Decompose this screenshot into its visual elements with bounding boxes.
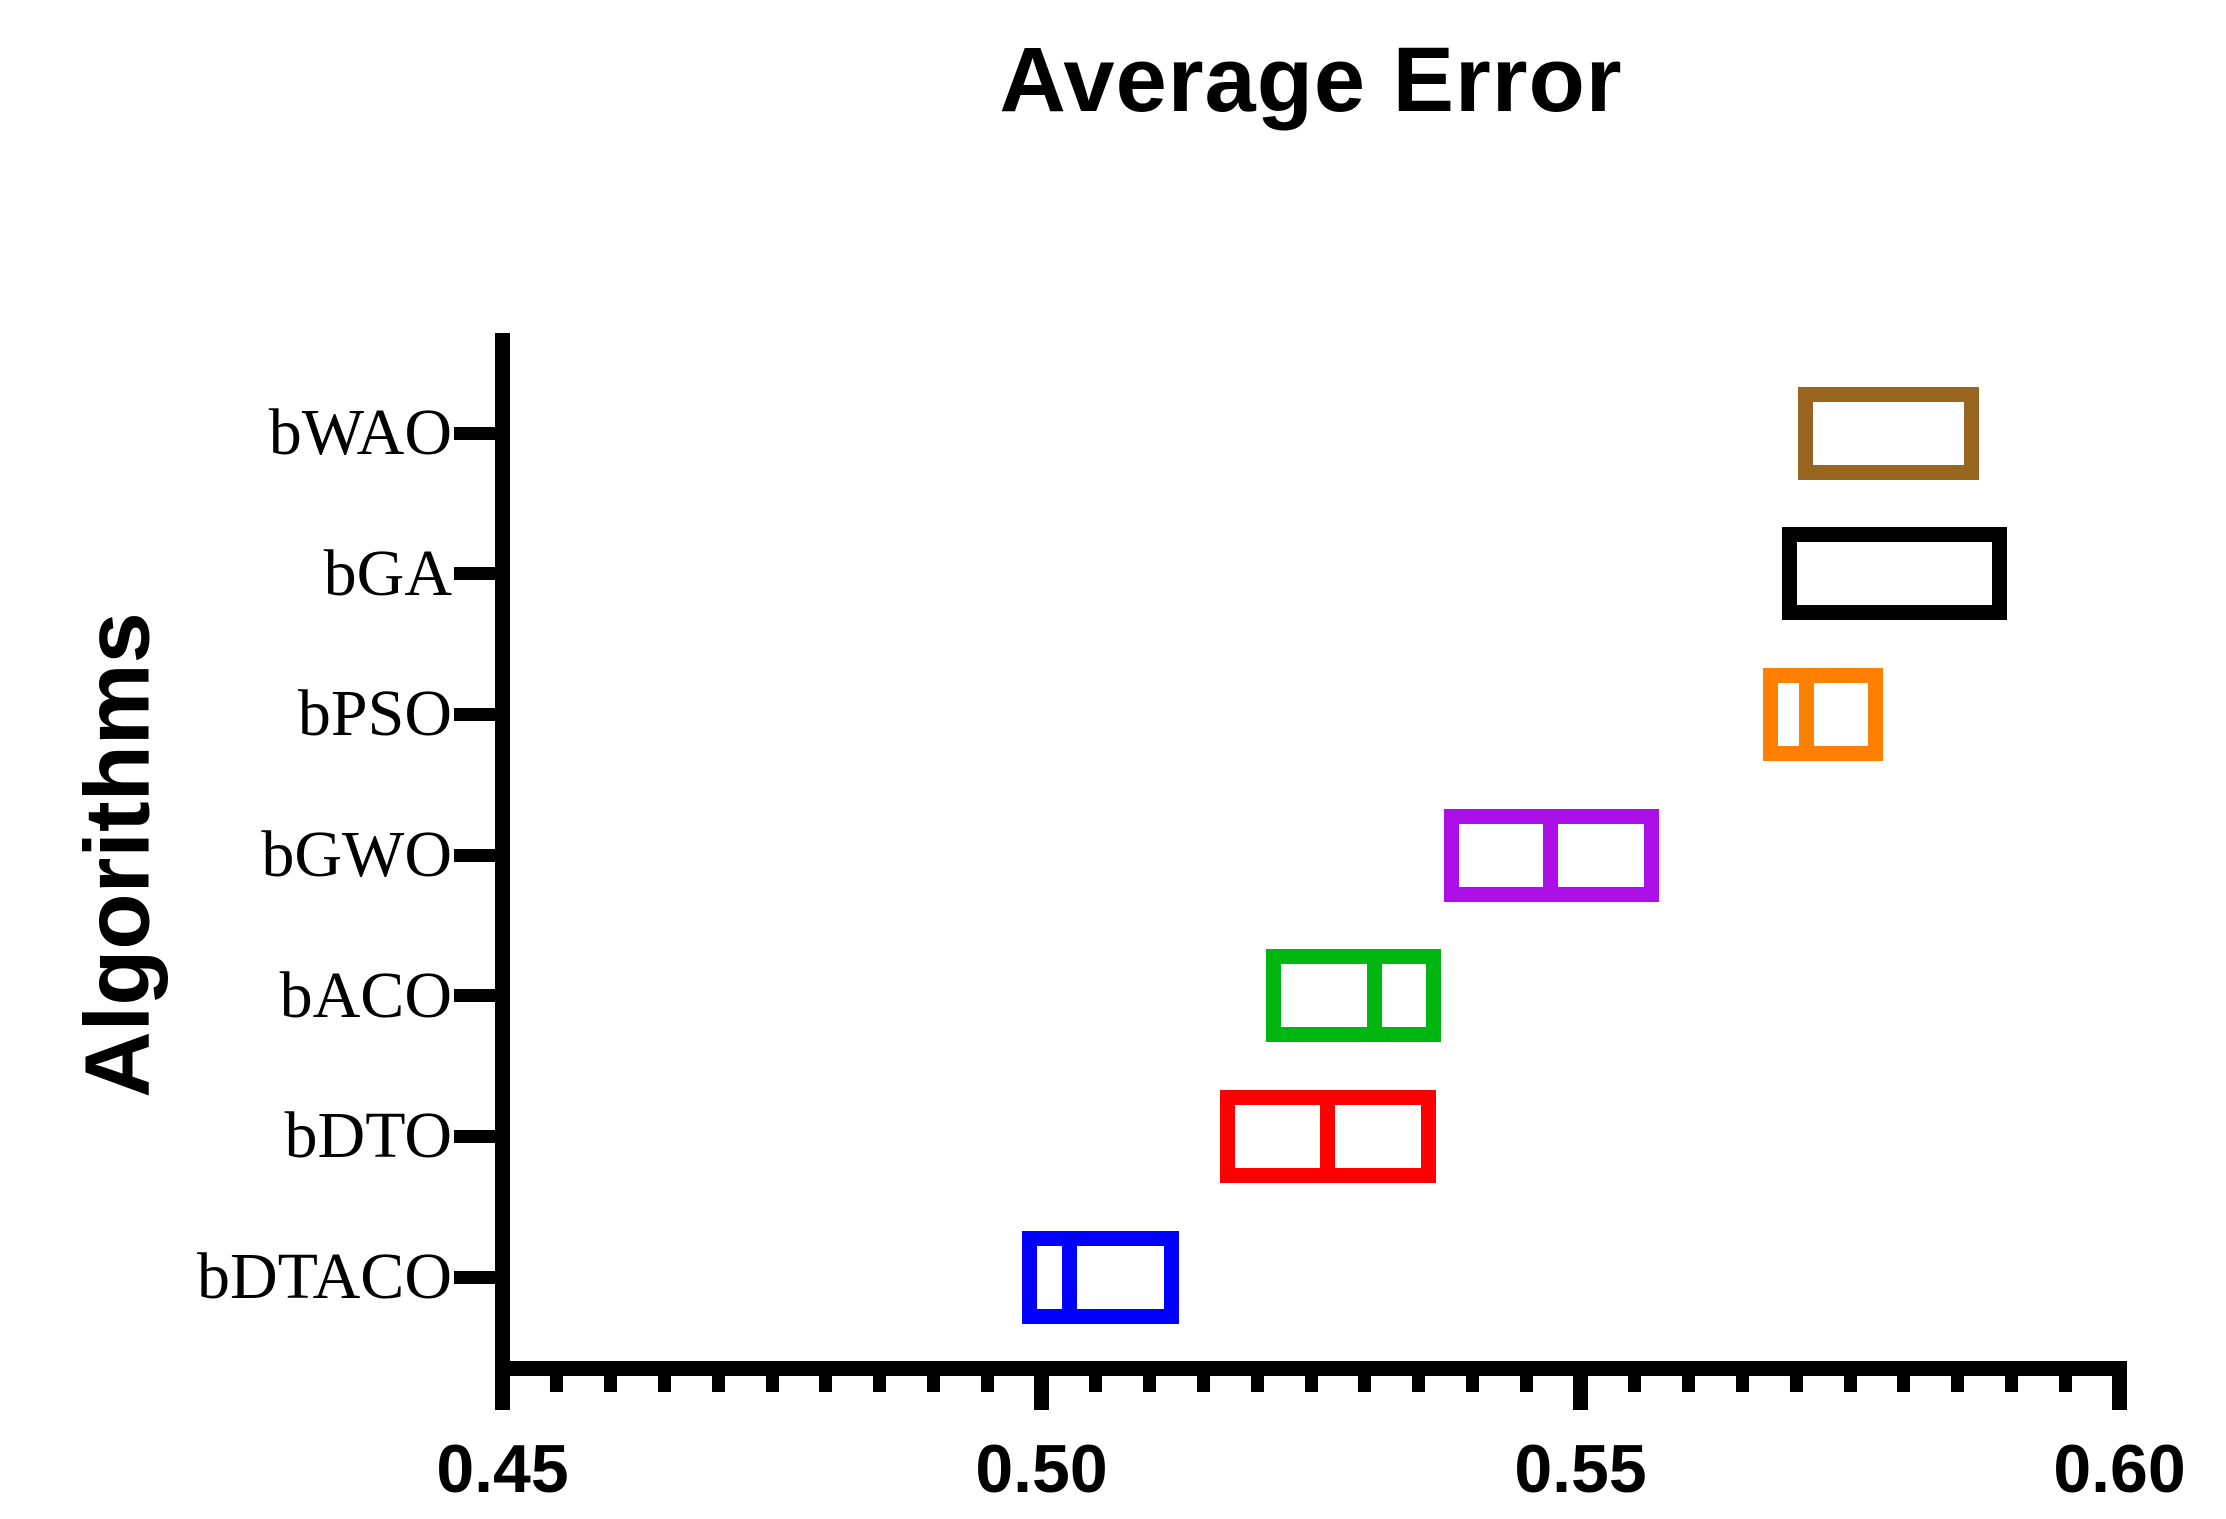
- x-minor-tick: [1789, 1361, 1803, 1392]
- x-major-tick-0.55: [1573, 1361, 1588, 1410]
- x-minor-tick: [1088, 1361, 1102, 1392]
- y-tick-bACO: [454, 989, 503, 1003]
- box-bGA[interactable]: [1782, 527, 2008, 621]
- y-tick-bPSO: [454, 707, 503, 721]
- x-minor-tick: [1627, 1361, 1641, 1392]
- y-tick-label-bGWO: bGWO: [261, 818, 452, 891]
- y-tick-bDTACO: [454, 1270, 503, 1284]
- y-axis-line: [495, 333, 510, 1376]
- y-tick-label-bACO: bACO: [279, 958, 452, 1032]
- y-tick-label-bWAO: bWAO: [268, 396, 452, 469]
- x-minor-tick: [873, 1361, 887, 1392]
- box-bDTO[interactable]: [1220, 1089, 1437, 1183]
- median-line-bDTO: [1319, 1089, 1335, 1183]
- y-tick-label-bPSO: bPSO: [297, 677, 452, 751]
- x-minor-tick: [549, 1361, 563, 1392]
- x-tick-label-0.60: 0.60: [2053, 1431, 2186, 1507]
- x-major-tick-0.50: [1034, 1361, 1049, 1410]
- x-minor-tick: [1304, 1361, 1318, 1392]
- x-major-tick-0.60: [2112, 1361, 2127, 1410]
- y-tick-bDTO: [454, 1129, 503, 1143]
- x-tick-label-0.45: 0.45: [436, 1431, 569, 1507]
- x-minor-tick: [1897, 1361, 1911, 1392]
- x-minor-tick: [1681, 1361, 1695, 1392]
- median-line-bGWO: [1542, 808, 1558, 902]
- x-minor-tick: [1951, 1361, 1965, 1392]
- x-minor-tick: [1250, 1361, 1264, 1392]
- x-minor-tick: [1466, 1361, 1480, 1392]
- x-minor-tick: [1196, 1361, 1210, 1392]
- x-tick-label-0.50: 0.50: [975, 1431, 1108, 1507]
- box-bDTACO[interactable]: [1022, 1230, 1180, 1324]
- x-minor-tick: [765, 1361, 779, 1392]
- y-tick-bWAO: [454, 426, 503, 440]
- x-minor-tick: [1843, 1361, 1857, 1392]
- x-minor-tick: [657, 1361, 671, 1392]
- x-minor-tick: [711, 1361, 725, 1392]
- x-minor-tick: [2005, 1361, 2019, 1392]
- x-minor-tick: [603, 1361, 617, 1392]
- y-axis-title: Algorithms: [66, 612, 169, 1098]
- x-minor-tick: [1358, 1361, 1372, 1392]
- x-minor-tick: [1142, 1361, 1156, 1392]
- median-line-bACO: [1367, 949, 1383, 1043]
- x-minor-tick: [2059, 1361, 2073, 1392]
- y-tick-label-bDTACO: bDTACO: [196, 1240, 452, 1314]
- box-bPSO[interactable]: [1762, 667, 1884, 761]
- x-minor-tick: [1412, 1361, 1426, 1392]
- x-minor-tick: [927, 1361, 941, 1392]
- y-tick-bGWO: [454, 848, 503, 862]
- median-line-bPSO: [1799, 667, 1815, 761]
- x-minor-tick: [1735, 1361, 1749, 1392]
- y-tick-label-bDTO: bDTO: [284, 1099, 452, 1173]
- box-bACO[interactable]: [1265, 949, 1442, 1043]
- y-tick-bGA: [454, 567, 503, 581]
- x-minor-tick: [819, 1361, 833, 1392]
- chart-title: Average Error: [999, 29, 1623, 131]
- x-tick-label-0.55: 0.55: [1514, 1431, 1647, 1507]
- x-minor-tick: [981, 1361, 995, 1392]
- x-major-tick-0.45: [495, 1361, 510, 1410]
- box-bWAO[interactable]: [1798, 386, 1980, 480]
- x-minor-tick: [1520, 1361, 1534, 1392]
- y-tick-label-bGA: bGA: [323, 536, 452, 610]
- median-line-bDTACO: [1062, 1230, 1078, 1324]
